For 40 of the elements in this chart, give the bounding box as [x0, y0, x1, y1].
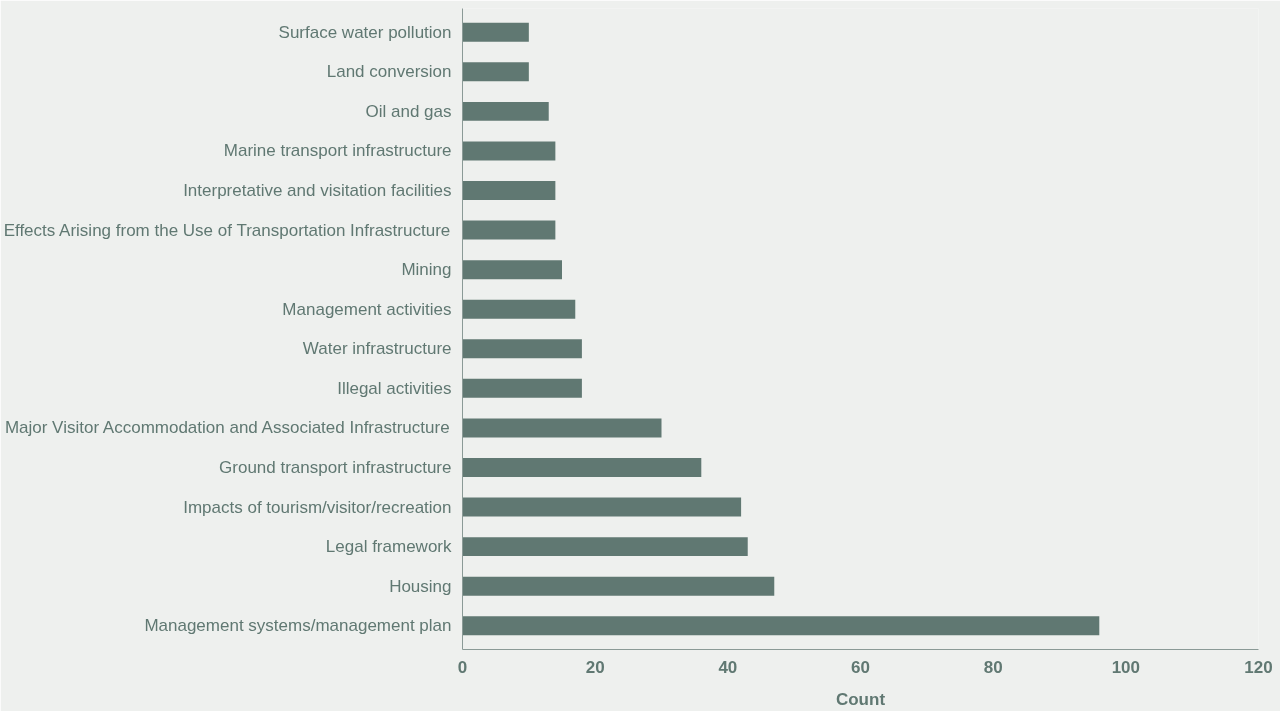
x-tick-label: 120	[1244, 657, 1273, 677]
bar	[462, 101, 549, 121]
bar	[462, 497, 742, 517]
bar	[462, 339, 582, 359]
bar	[462, 62, 529, 82]
bar	[462, 299, 576, 319]
y-tick-label: Ground transport infrastructure	[219, 457, 452, 477]
x-tick-label: 60	[851, 657, 870, 677]
bar	[462, 141, 556, 161]
y-tick-label: Surface water pollution	[278, 22, 452, 42]
bar	[462, 220, 556, 240]
y-tick-label: Impacts of tourism/visitor/recreation	[183, 497, 452, 517]
x-tick-label: 100	[1111, 657, 1141, 677]
y-tick-label: Water infrastructure	[302, 339, 452, 359]
bar	[462, 537, 748, 557]
y-tick-label: Illegal activities	[337, 378, 452, 398]
y-tick-label: Marine transport infrastructure	[223, 141, 452, 161]
y-tick-label: Land conversion	[326, 62, 452, 82]
bar	[462, 576, 775, 596]
y-tick-label: Mining	[401, 260, 452, 280]
bar	[462, 22, 529, 42]
bar	[462, 418, 662, 438]
bar	[462, 378, 582, 398]
y-tick-label: Management activities	[282, 299, 452, 319]
y-tick-label: Oil and gas	[365, 101, 452, 121]
y-tick-label: Interpretative and visitation facilities	[183, 181, 452, 201]
x-tick-label: 20	[585, 657, 605, 677]
x-tick-label: 40	[718, 657, 738, 677]
x-tick-label: 0	[457, 657, 468, 677]
bar	[462, 260, 562, 280]
bar	[462, 616, 1100, 636]
y-tick-label: Effects Arising from the Use of Transportation Infrastructure	[3, 220, 451, 240]
bar	[462, 181, 556, 201]
y-tick-label: Legal framework	[325, 537, 452, 557]
x-axis-title: Count	[835, 689, 886, 709]
x-tick-label: 80	[983, 657, 1003, 677]
y-tick-label: Major Visitor Accommodation and Associated Infrastructure	[4, 418, 450, 438]
bar	[462, 457, 702, 477]
y-tick-label: Management systems/management plan	[144, 616, 452, 636]
y-tick-label: Housing	[389, 576, 452, 596]
